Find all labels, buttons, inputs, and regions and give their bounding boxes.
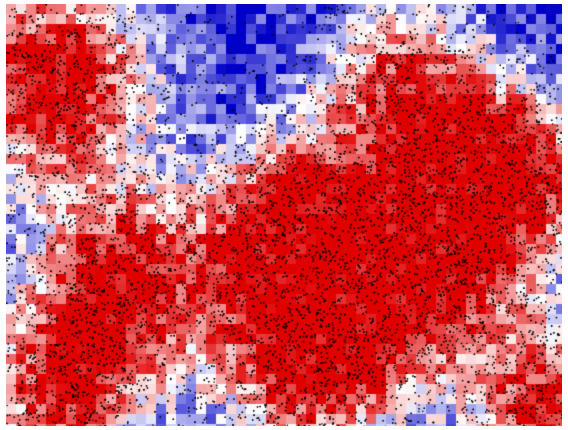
- heatmap-with-points: [6, 4, 562, 426]
